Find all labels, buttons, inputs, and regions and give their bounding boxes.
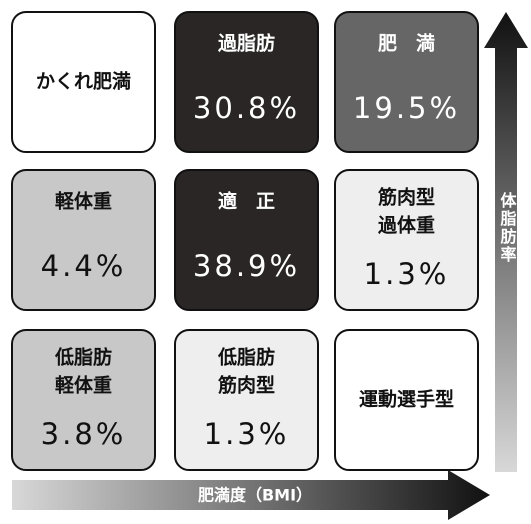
cell-value: 3.8%	[41, 417, 127, 451]
cell-value: 19.5%	[353, 91, 460, 125]
cell-value: 1.3%	[364, 257, 450, 291]
cell-box	[334, 11, 479, 153]
x-axis-arrow	[12, 470, 490, 520]
cell-value: 30.8%	[193, 91, 300, 125]
cell-label: 過体重	[378, 214, 435, 237]
cell-box	[11, 329, 156, 471]
cell: 肥 満 19.5%	[334, 11, 479, 153]
cell-label: 低脂肪	[217, 346, 275, 369]
cell-box	[174, 11, 319, 153]
cell: 過脂肪 30.8%	[174, 11, 319, 153]
cell-value: 1.3%	[204, 417, 290, 451]
cell: かくれ肥満	[11, 11, 156, 153]
y-axis-label: 体脂肪率	[498, 191, 517, 264]
y-axis-arrow	[484, 12, 528, 472]
cell: 適 正 38.9%	[174, 169, 319, 311]
cell-box	[174, 329, 319, 471]
cell-label: 肥 満	[378, 33, 435, 55]
cell-box	[11, 11, 156, 153]
cell-box	[334, 169, 479, 311]
cell-box	[334, 329, 479, 471]
cell-label: かくれ肥満	[36, 71, 131, 93]
cell-label: 低脂肪	[54, 346, 112, 369]
cell-label: 筋肉型	[378, 186, 435, 209]
cell-label: 適 正	[218, 190, 275, 213]
cell-box	[11, 169, 156, 311]
cell: 運動選手型	[334, 329, 479, 471]
cell-label: 過脂肪	[218, 32, 275, 55]
x-axis-label: 肥満度（BMI）	[198, 486, 312, 505]
cell: 軽体重 4.4%	[11, 169, 156, 311]
cell-label: 軽体重	[55, 190, 112, 213]
cell-box	[174, 169, 319, 311]
cell-value: 4.4%	[41, 249, 127, 283]
cell-value: 38.9%	[193, 249, 300, 283]
cell-label: 筋肉型	[218, 374, 275, 397]
cell-label: 運動選手型	[359, 388, 454, 411]
cell-label: 軽体重	[55, 374, 112, 397]
